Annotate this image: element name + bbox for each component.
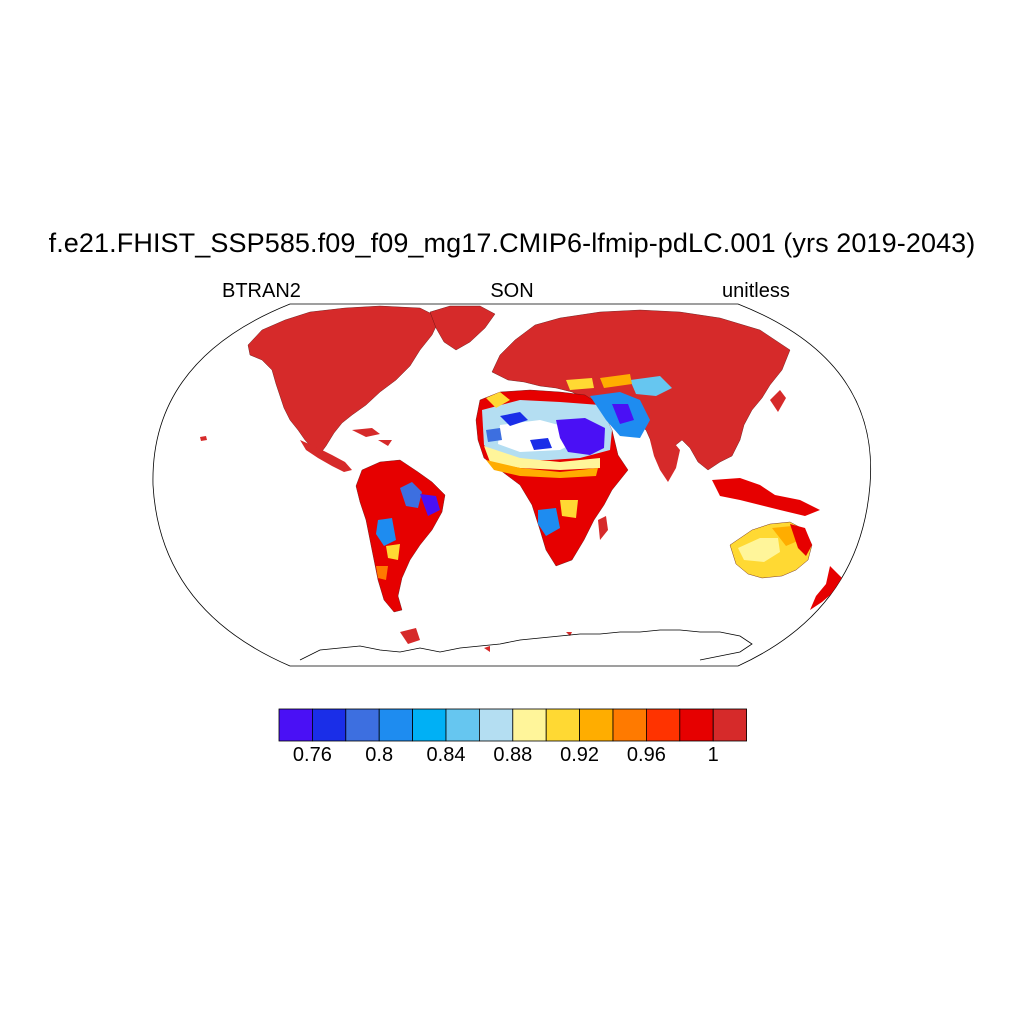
colorbar-swatch — [545, 708, 581, 742]
colorbar-swatch — [378, 708, 413, 742]
colorbar-swatch — [512, 708, 547, 742]
india-region — [650, 438, 680, 482]
colorbar-label: 0.84 — [426, 744, 466, 766]
colorbar-swatch — [679, 708, 714, 742]
variable-label: BTRAN2 — [222, 280, 301, 302]
antarctica-coastline — [299, 629, 753, 661]
madagascar-region — [598, 516, 608, 540]
colorbar-swatch — [412, 708, 447, 742]
season-label: SON — [490, 280, 534, 302]
colorbar-swatch — [278, 708, 313, 742]
colorbar-label: 0.88 — [493, 744, 533, 766]
new-zealand-region — [810, 566, 842, 610]
colorbar-swatch — [712, 708, 748, 742]
southeast-asia-islands — [712, 478, 820, 516]
units-label: unitless — [722, 280, 790, 302]
colorbar-label: 0.8 — [365, 744, 394, 766]
colorbar-swatch — [445, 708, 480, 742]
colorbar-swatch — [645, 708, 681, 742]
colorbar-label: 0.92 — [560, 744, 600, 766]
colorbar — [278, 708, 748, 742]
central-america-region — [300, 440, 352, 472]
colorbar-swatch — [312, 708, 347, 742]
world-map — [152, 303, 872, 667]
plot-title: f.e21.FHIST_SSP585.f09_f09_mg17.CMIP6-lf… — [48, 228, 976, 258]
colorbar-label: 0.96 — [626, 744, 666, 766]
colorbar-swatch — [478, 708, 514, 742]
greenland-region — [429, 305, 496, 351]
caribbean-islands — [352, 428, 392, 446]
colorbar-label: 0.76 — [292, 744, 332, 766]
colorbar-swatch — [579, 708, 614, 742]
colorbar-swatch — [612, 708, 647, 742]
colorbar-label: 1 — [707, 744, 719, 766]
colorbar-swatch — [345, 708, 380, 742]
north-america-region — [247, 305, 441, 455]
